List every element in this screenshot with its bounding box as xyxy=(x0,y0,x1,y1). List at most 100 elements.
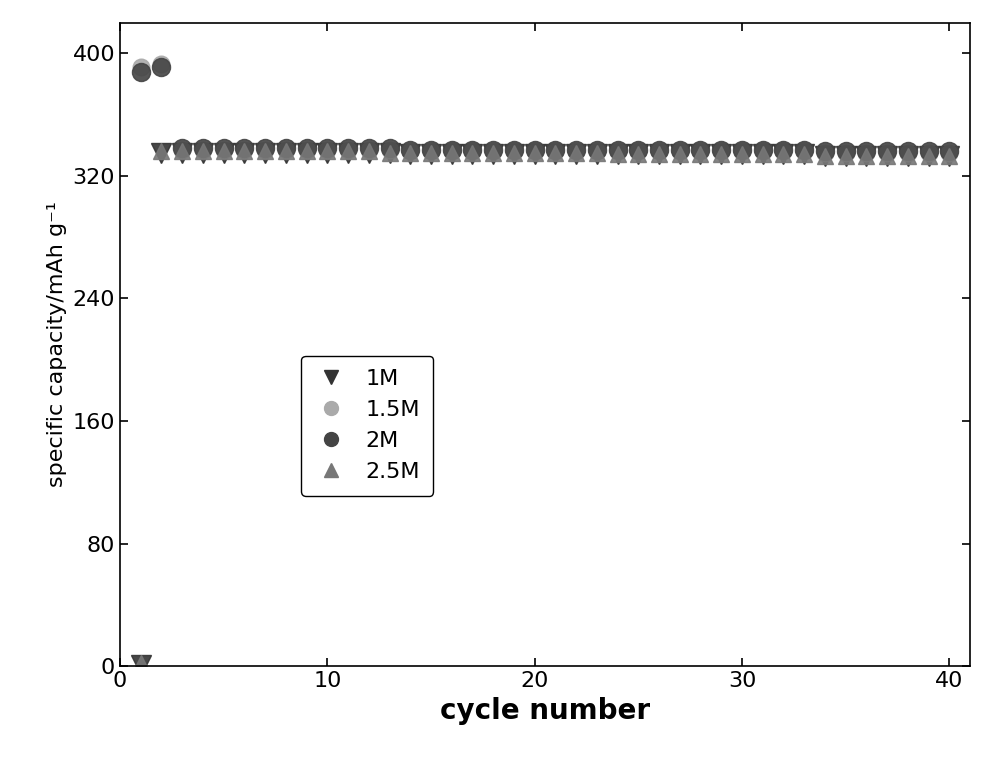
2M xyxy=(674,145,686,154)
1M xyxy=(342,148,354,157)
2.5M xyxy=(674,150,686,159)
2M xyxy=(446,145,458,154)
1M xyxy=(591,150,603,159)
2.5M xyxy=(425,148,437,157)
1.5M xyxy=(715,147,727,156)
1.5M xyxy=(736,147,748,156)
1.5M xyxy=(757,147,769,156)
Line: 2M: 2M xyxy=(132,58,958,160)
2M xyxy=(218,144,230,153)
1M xyxy=(363,148,375,157)
2M xyxy=(902,147,914,156)
1.5M xyxy=(819,148,831,157)
2.5M xyxy=(280,147,292,156)
1.5M xyxy=(404,147,416,156)
1.5M xyxy=(694,147,706,156)
1M xyxy=(529,150,541,159)
2.5M xyxy=(819,151,831,160)
2M xyxy=(943,147,955,156)
2.5M xyxy=(466,148,478,157)
2.5M xyxy=(570,148,582,157)
2.5M xyxy=(508,148,520,157)
2.5M xyxy=(798,150,810,159)
2M xyxy=(860,147,872,156)
1.5M xyxy=(881,148,893,157)
1M xyxy=(653,150,665,159)
1.5M xyxy=(197,145,209,154)
1M xyxy=(238,148,250,157)
2.5M xyxy=(321,147,333,156)
1.5M xyxy=(674,147,686,156)
Legend: 1M, 1.5M, 2M, 2.5M: 1M, 1.5M, 2M, 2.5M xyxy=(301,356,433,496)
1M xyxy=(321,148,333,157)
2.5M xyxy=(591,148,603,157)
2M xyxy=(404,145,416,154)
1.5M xyxy=(238,145,250,154)
1M xyxy=(777,150,789,159)
1.5M xyxy=(363,145,375,154)
1M xyxy=(819,151,831,160)
2.5M xyxy=(757,150,769,159)
2.5M xyxy=(197,147,209,156)
2.5M xyxy=(736,150,748,159)
2.5M xyxy=(487,148,499,157)
1M xyxy=(757,150,769,159)
2M xyxy=(819,147,831,156)
1M xyxy=(943,151,955,160)
1M xyxy=(902,151,914,160)
2M xyxy=(736,145,748,154)
2M xyxy=(757,145,769,154)
1.5M xyxy=(612,147,624,156)
2M xyxy=(529,145,541,154)
2.5M xyxy=(777,150,789,159)
2M xyxy=(715,145,727,154)
1M xyxy=(840,151,852,160)
1M xyxy=(487,150,499,159)
2.5M xyxy=(446,148,458,157)
2.5M xyxy=(549,148,561,157)
2.5M xyxy=(238,147,250,156)
1M xyxy=(923,151,935,160)
2.5M xyxy=(342,147,354,156)
2M xyxy=(798,145,810,154)
2.5M xyxy=(218,147,230,156)
2M xyxy=(881,147,893,156)
1M xyxy=(404,150,416,159)
1M xyxy=(570,150,582,159)
1M xyxy=(736,150,748,159)
1M xyxy=(155,148,167,157)
2M xyxy=(653,145,665,154)
X-axis label: cycle number: cycle number xyxy=(440,696,650,724)
2.5M xyxy=(155,147,167,156)
1.5M xyxy=(840,148,852,157)
2.5M xyxy=(923,151,935,160)
2.5M xyxy=(384,148,396,157)
1.5M xyxy=(218,145,230,154)
1.5M xyxy=(653,147,665,156)
1M xyxy=(881,151,893,160)
1.5M xyxy=(923,148,935,157)
Line: 1M: 1M xyxy=(131,143,959,675)
2M xyxy=(549,145,561,154)
1M xyxy=(860,151,872,160)
1.5M xyxy=(487,147,499,156)
2M xyxy=(840,147,852,156)
1M xyxy=(508,150,520,159)
1.5M xyxy=(591,147,603,156)
1.5M xyxy=(798,147,810,156)
1.5M xyxy=(777,147,789,156)
2.5M xyxy=(943,151,955,160)
2.5M xyxy=(694,150,706,159)
2.5M xyxy=(881,151,893,160)
2M xyxy=(384,144,396,153)
1M xyxy=(612,150,624,159)
2M xyxy=(694,145,706,154)
1.5M xyxy=(321,145,333,154)
1.5M xyxy=(508,147,520,156)
2.5M xyxy=(529,148,541,157)
1M xyxy=(301,148,313,157)
1M xyxy=(135,661,147,670)
1M xyxy=(384,148,396,157)
1M xyxy=(674,150,686,159)
1M xyxy=(176,148,188,157)
